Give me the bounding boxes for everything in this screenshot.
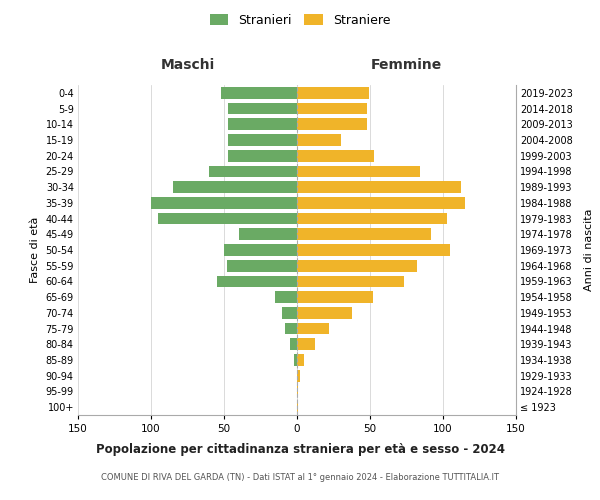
Bar bbox=[151, 197, 297, 208]
Bar bbox=[283, 307, 297, 319]
Bar bbox=[297, 134, 341, 146]
Text: Maschi: Maschi bbox=[160, 58, 215, 72]
Bar bbox=[297, 212, 448, 224]
Bar bbox=[297, 386, 298, 398]
Bar bbox=[297, 354, 304, 366]
Bar bbox=[286, 322, 297, 334]
Bar bbox=[294, 354, 297, 366]
Bar bbox=[275, 291, 297, 303]
Legend: Stranieri, Straniere: Stranieri, Straniere bbox=[205, 8, 395, 32]
Bar bbox=[229, 118, 297, 130]
Bar bbox=[229, 102, 297, 115]
Bar bbox=[297, 166, 419, 177]
Text: Femmine: Femmine bbox=[371, 58, 442, 72]
Bar bbox=[290, 338, 297, 350]
Bar bbox=[297, 150, 374, 162]
Bar bbox=[297, 401, 298, 413]
Text: COMUNE DI RIVA DEL GARDA (TN) - Dati ISTAT al 1° gennaio 2024 - Elaborazione TUT: COMUNE DI RIVA DEL GARDA (TN) - Dati IST… bbox=[101, 472, 499, 482]
Bar bbox=[297, 181, 461, 193]
Y-axis label: Fasce di età: Fasce di età bbox=[30, 217, 40, 283]
Bar bbox=[297, 370, 300, 382]
Bar bbox=[297, 307, 352, 319]
Bar bbox=[173, 181, 297, 193]
Bar bbox=[297, 338, 314, 350]
Bar bbox=[297, 322, 329, 334]
Bar bbox=[217, 276, 297, 287]
Bar bbox=[229, 150, 297, 162]
Bar bbox=[297, 228, 431, 240]
Bar bbox=[229, 134, 297, 146]
Bar bbox=[297, 244, 451, 256]
Bar bbox=[209, 166, 297, 177]
Bar bbox=[297, 291, 373, 303]
Bar bbox=[297, 260, 417, 272]
Bar bbox=[239, 228, 297, 240]
Bar bbox=[297, 102, 367, 115]
Text: Popolazione per cittadinanza straniera per età e sesso - 2024: Popolazione per cittadinanza straniera p… bbox=[95, 442, 505, 456]
Bar bbox=[221, 87, 297, 99]
Bar bbox=[158, 212, 297, 224]
Y-axis label: Anni di nascita: Anni di nascita bbox=[584, 208, 594, 291]
Bar bbox=[297, 87, 368, 99]
Bar bbox=[297, 276, 404, 287]
Bar bbox=[297, 118, 367, 130]
Bar bbox=[224, 244, 297, 256]
Bar bbox=[227, 260, 297, 272]
Bar bbox=[297, 197, 465, 208]
